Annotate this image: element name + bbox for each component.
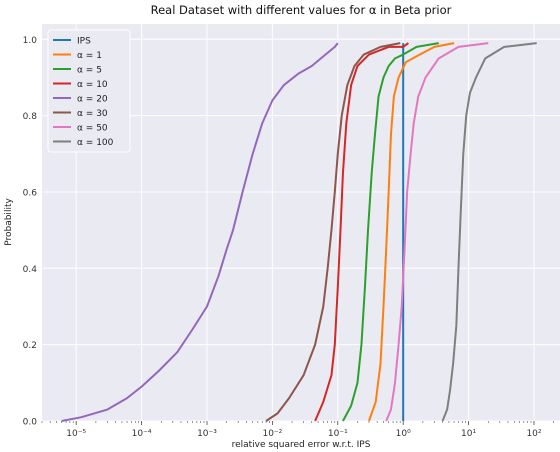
- y-tick-label: 1.0: [23, 36, 38, 46]
- legend-entry: IPS: [77, 36, 91, 46]
- y-tick-label: 0.4: [23, 265, 38, 275]
- y-axis-label: Probability: [4, 198, 14, 246]
- legend: IPS α = 1 α = 5 α = 10 α = 20 α = 30 α = 50 α =…: [47, 29, 131, 153]
- series-line-2: [342, 42, 439, 422]
- y-tick-label: 0.2: [23, 341, 37, 351]
- legend-entry: α = 50: [77, 123, 108, 133]
- series-line-7: [441, 42, 537, 422]
- series-line-3: [314, 42, 409, 422]
- y-tick-label: 0.0: [23, 418, 38, 428]
- x-tick-label: 10⁰: [396, 429, 411, 439]
- series-line-6: [385, 42, 489, 422]
- legend-entry: α = 30: [77, 109, 108, 119]
- series-lines: [61, 42, 537, 422]
- y-tick-label: 0.8: [23, 112, 38, 122]
- chart-title: Real Dataset with different values for α…: [151, 3, 452, 17]
- legend-entry: α = 1: [77, 51, 102, 61]
- legend-entry: α = 5: [77, 65, 102, 75]
- grid: [42, 24, 560, 422]
- x-tick-label: 10⁻²: [262, 429, 282, 439]
- legend-entry: α = 100: [77, 138, 114, 148]
- x-axis-ticks: 10⁻⁵ 10⁻⁴ 10⁻³ 10⁻² 10⁻¹ 10⁰ 10¹ 10²: [41, 421, 554, 439]
- x-tick-label: 10⁻¹: [328, 429, 348, 439]
- legend-box: [47, 29, 131, 153]
- series-line-4: [61, 42, 339, 422]
- x-tick-label: 10⁻⁴: [132, 429, 152, 439]
- y-tick-label: 0.6: [23, 188, 38, 198]
- series-line-1: [368, 42, 455, 422]
- x-axis-label: relative squared error w.r.t. IPS: [232, 440, 371, 450]
- legend-entry: α = 10: [77, 80, 108, 90]
- x-tick-label: 10⁻³: [197, 429, 217, 439]
- x-tick-label: 10¹: [461, 429, 476, 439]
- x-tick-label: 10⁻⁵: [66, 429, 86, 439]
- series-line-5: [265, 42, 401, 422]
- legend-entry: α = 20: [77, 94, 108, 104]
- y-axis-ticks: 0.0 0.2 0.4 0.6 0.8 1.0: [23, 36, 38, 428]
- x-tick-label: 10²: [526, 429, 541, 439]
